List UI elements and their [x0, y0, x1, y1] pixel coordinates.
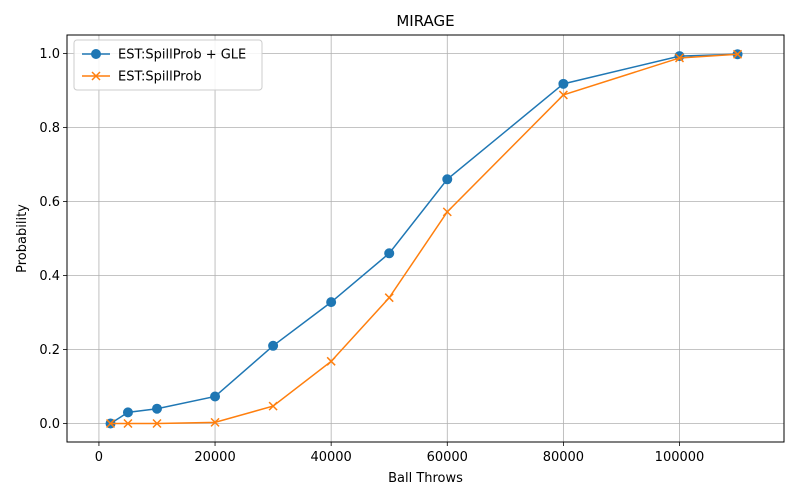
- y-tick-label: 1.0: [39, 47, 60, 62]
- series-1: [105, 49, 743, 429]
- data-point: [152, 418, 162, 429]
- y-axis-label: Probability: [15, 204, 30, 273]
- data-point: [210, 391, 221, 402]
- y-tick-label: 0.2: [39, 343, 60, 358]
- data-point: [122, 407, 133, 418]
- legend-label: EST:SpillProb + GLE: [118, 48, 246, 63]
- data-point: [674, 53, 685, 63]
- grid: [67, 35, 784, 442]
- data-point: [384, 248, 395, 259]
- y-tick-label: 0.6: [39, 195, 60, 210]
- data-point: [210, 417, 220, 427]
- x-tick-label: 60000: [427, 450, 468, 465]
- legend: EST:SpillProb + GLE EST:SpillProb: [73, 39, 263, 91]
- x-tick-label: 20000: [194, 450, 235, 465]
- x-axis-label: Ball Throws: [388, 471, 463, 486]
- data-point: [326, 356, 336, 366]
- legend-item: EST:SpillProb + GLE: [82, 48, 246, 63]
- series-line: [110, 53, 738, 425]
- y-tick-label: 0.8: [39, 121, 60, 136]
- x-tick-label: 100000: [655, 450, 705, 465]
- legend-marker: [91, 49, 101, 59]
- x-tick-label: 80000: [543, 450, 584, 465]
- legend-marker: [91, 71, 101, 81]
- data-point: [558, 78, 569, 89]
- data-point: [733, 49, 743, 59]
- data-point: [123, 418, 133, 429]
- data-point: [268, 401, 278, 411]
- x-tick-label: 0: [95, 450, 103, 465]
- y-tick-label: 0.0: [39, 417, 60, 432]
- x-tick-label: 40000: [310, 450, 351, 465]
- data-point: [326, 297, 337, 308]
- y-tick-label: 0.4: [39, 269, 60, 284]
- data-point: [268, 340, 279, 351]
- legend-box: [73, 39, 263, 91]
- data-point: [384, 293, 394, 303]
- series-2: [106, 49, 743, 429]
- data-point: [558, 90, 568, 100]
- data-point: [151, 403, 162, 414]
- legend-item: EST:SpillProb: [82, 70, 202, 85]
- data-point: [106, 418, 116, 429]
- plot-frame: [66, 34, 785, 443]
- plot-series: [105, 49, 743, 429]
- data-point: [442, 207, 452, 217]
- axis-ticks: 0 20000 40000 60000 80000 100000 0.0 0.2 0.4 0.6 0…: [39, 47, 704, 465]
- chart-title: MIRAGE: [396, 12, 454, 30]
- data-point: [442, 174, 453, 185]
- legend-label: EST:SpillProb: [118, 70, 202, 85]
- series-line: [110, 53, 738, 425]
